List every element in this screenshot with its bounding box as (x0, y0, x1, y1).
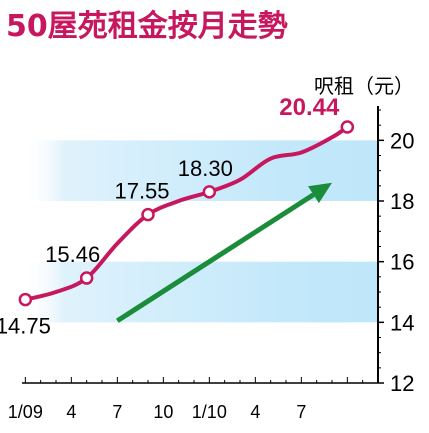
data-point-marker (340, 120, 355, 134)
data-point-marker (18, 292, 33, 307)
x-tick-label: 7 (112, 402, 122, 422)
x-tick-label: 1/09 (8, 402, 43, 422)
data-point-marker (79, 271, 94, 285)
x-tick-label: 10 (153, 402, 173, 422)
y-tick-label: 18 (390, 189, 414, 214)
data-point-marker (202, 185, 217, 199)
data-label: 20.44 (279, 94, 340, 121)
background-bands (22, 140, 378, 323)
trend-arrow (115, 182, 332, 323)
y-tick-label: 14 (390, 310, 414, 335)
series-markers (18, 120, 355, 307)
x-tick-label: 4 (66, 402, 76, 422)
trend-arrow-shaft (115, 192, 315, 323)
y-tick-label: 20 (390, 128, 414, 153)
x-tick-label: 1/10 (192, 402, 227, 422)
data-point-marker (141, 207, 155, 222)
data-labels: 14.75 15.46 17.55 18.30 20.44 (0, 94, 340, 339)
trend-arrow-head (308, 182, 332, 204)
x-tick-label: 4 (250, 402, 260, 422)
band-0 (22, 261, 378, 323)
data-label: 15.46 (45, 242, 100, 267)
y-tick-label: 16 (390, 250, 414, 275)
y-axis: 12 14 16 18 20 1/09 4 7 10 1/10 4 7 (8, 106, 414, 422)
data-label: 18.30 (178, 156, 233, 181)
y-tick-label: 12 (390, 371, 414, 396)
data-label: 17.55 (114, 179, 169, 204)
data-label: 14.75 (0, 314, 51, 339)
chart-title: 50屋苑租金按月走勢 (6, 9, 288, 44)
y-axis-label: 呎租（元） (314, 74, 414, 98)
x-tick-label: 7 (296, 402, 306, 422)
